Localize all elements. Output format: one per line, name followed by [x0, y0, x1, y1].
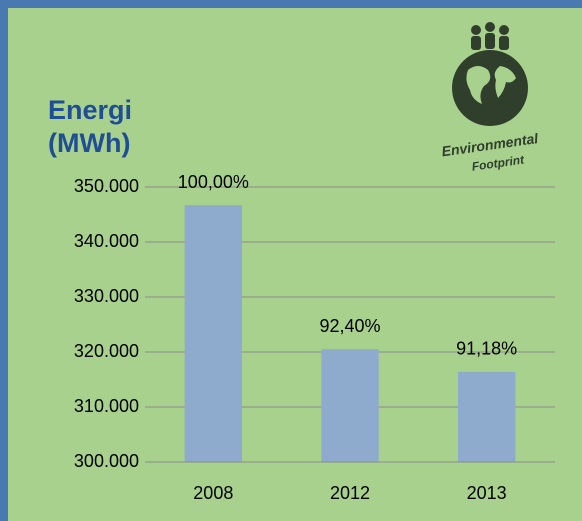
people — [471, 22, 509, 50]
bar — [457, 371, 516, 462]
y-tick-label: 330.000 — [74, 286, 139, 306]
bar — [184, 205, 243, 462]
continents — [466, 66, 516, 104]
x-tick-label: 2012 — [330, 483, 370, 503]
percent-label: 100,00% — [178, 172, 249, 192]
percent-label: 92,40% — [319, 316, 380, 336]
y-tick-label: 340.000 — [74, 231, 139, 251]
y-tick-label: 350.000 — [74, 176, 139, 196]
x-tick-label: 2013 — [467, 483, 507, 503]
y-tick-label: 310.000 — [74, 396, 139, 416]
globe — [452, 50, 528, 126]
title-line: (MWh) — [48, 128, 130, 158]
x-tick-label: 2008 — [193, 483, 233, 503]
percent-label: 91,18% — [456, 339, 517, 359]
y-tick-label: 300.000 — [74, 451, 139, 471]
title-line: Energi — [48, 95, 132, 125]
bar — [321, 349, 379, 462]
y-tick-label: 320.000 — [74, 341, 139, 361]
